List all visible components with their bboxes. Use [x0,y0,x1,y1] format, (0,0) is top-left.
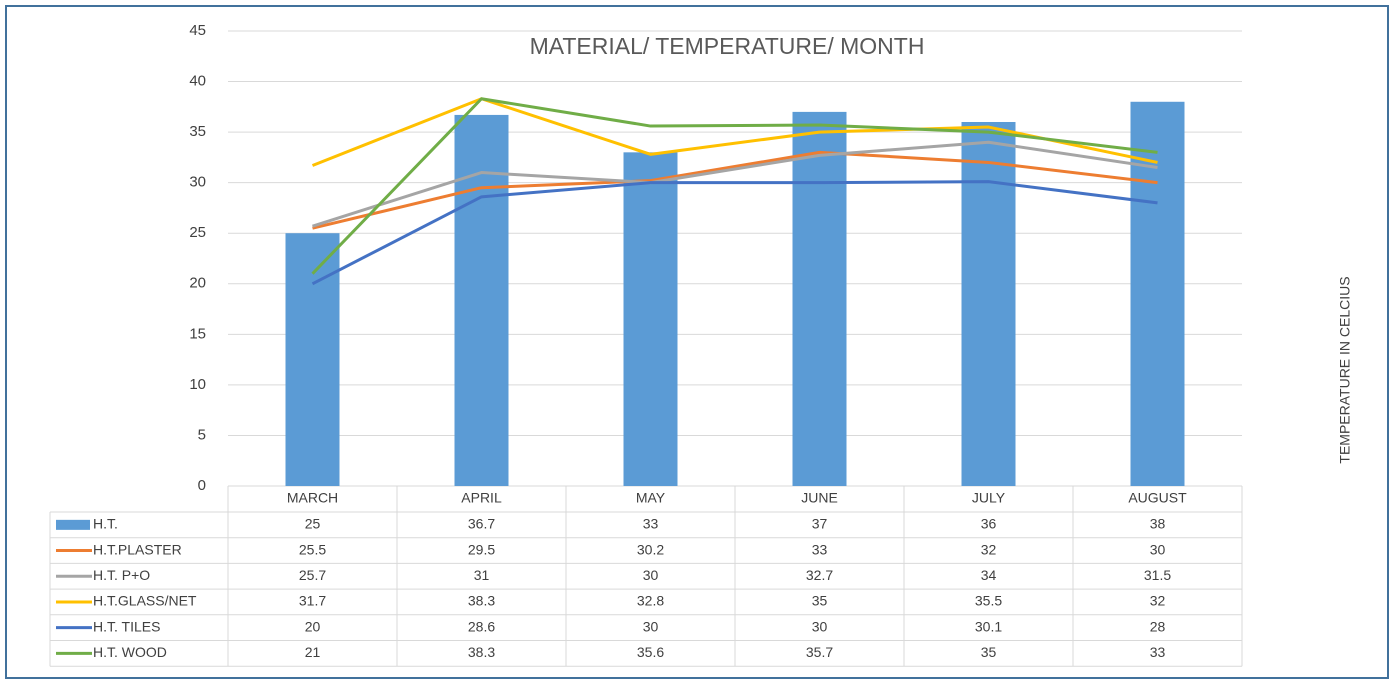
bar [285,233,340,486]
y-tick-label: 45 [189,22,206,39]
table-value: 33 [1150,644,1166,660]
bar [623,152,678,487]
table-value: 20 [305,618,321,634]
table-value: 38.3 [468,644,495,660]
bar [792,111,847,486]
table-value: 30 [1150,541,1166,557]
y-tick-label: 5 [198,426,206,443]
line [311,97,1158,167]
table-value: 33 [643,516,659,532]
y-tick-label: 40 [189,73,206,90]
table-value: 30.2 [637,541,664,557]
x-tick-label: AUGUST [1128,490,1187,506]
table-value: 35.7 [806,644,833,660]
table-value: 25.5 [299,541,326,557]
table-value: 31.5 [1144,567,1171,583]
table-value: 35.6 [637,644,664,660]
legend-label: H.T.PLASTER [93,541,182,557]
table-value: 36 [981,516,997,532]
y-tick-label: 15 [189,325,206,342]
y-tick-label: 20 [189,275,206,292]
table-value: 21 [305,644,321,660]
table-value: 32.8 [637,593,664,609]
table-value: 33 [812,541,828,557]
legend-label: H.T. WOOD [93,644,167,660]
y-tick-label: 25 [189,224,206,241]
table-value: 30 [812,618,828,634]
chart-title: MATERIAL/ TEMPERATURE/ MONTH [530,33,925,59]
table-value: 29.5 [468,541,495,557]
legend-swatch [56,519,90,530]
y-axis-label: TEMPERATURE IN CELCIUS [1337,276,1353,463]
line [311,97,1158,275]
table-value: 25.7 [299,567,326,583]
y-tick-label: 10 [189,376,206,393]
bar [961,122,1016,486]
legend-label: H.T. TILES [93,618,160,634]
table-value: 32 [981,541,997,557]
table-value: 38.3 [468,593,495,609]
bar [454,114,509,486]
y-tick-label: 30 [189,174,206,191]
table-value: 30 [643,618,659,634]
line [312,150,1158,230]
legend-label: H.T. [93,516,118,532]
y-tick-label: 0 [198,477,206,494]
x-tick-label: APRIL [461,490,502,506]
legend-label: H.T. P+O [93,567,150,583]
table-value: 34 [981,567,997,583]
table-value: 32.7 [806,567,833,583]
line [311,180,1158,286]
x-tick-label: JULY [972,490,1006,506]
table-value: 35 [812,593,828,609]
table-value: 35 [981,644,997,660]
table-value: 31 [474,567,490,583]
table-value: 28.6 [468,618,495,634]
table-value: 30 [643,567,659,583]
line [312,140,1158,228]
y-tick-label: 35 [189,123,206,140]
table-value: 25 [305,516,321,532]
table-value: 32 [1150,593,1166,609]
table-value: 36.7 [468,516,495,532]
legend-label: H.T.GLASS/NET [93,593,197,609]
table-value: 37 [812,516,828,532]
table-value: 28 [1150,618,1166,634]
x-tick-label: MAY [636,490,666,506]
table-value: 38 [1150,516,1166,532]
table-value: 31.7 [299,593,326,609]
x-tick-label: JUNE [801,490,838,506]
table-value: 35.5 [975,593,1002,609]
table-value: 30.1 [975,618,1002,634]
x-tick-label: MARCH [287,490,338,506]
